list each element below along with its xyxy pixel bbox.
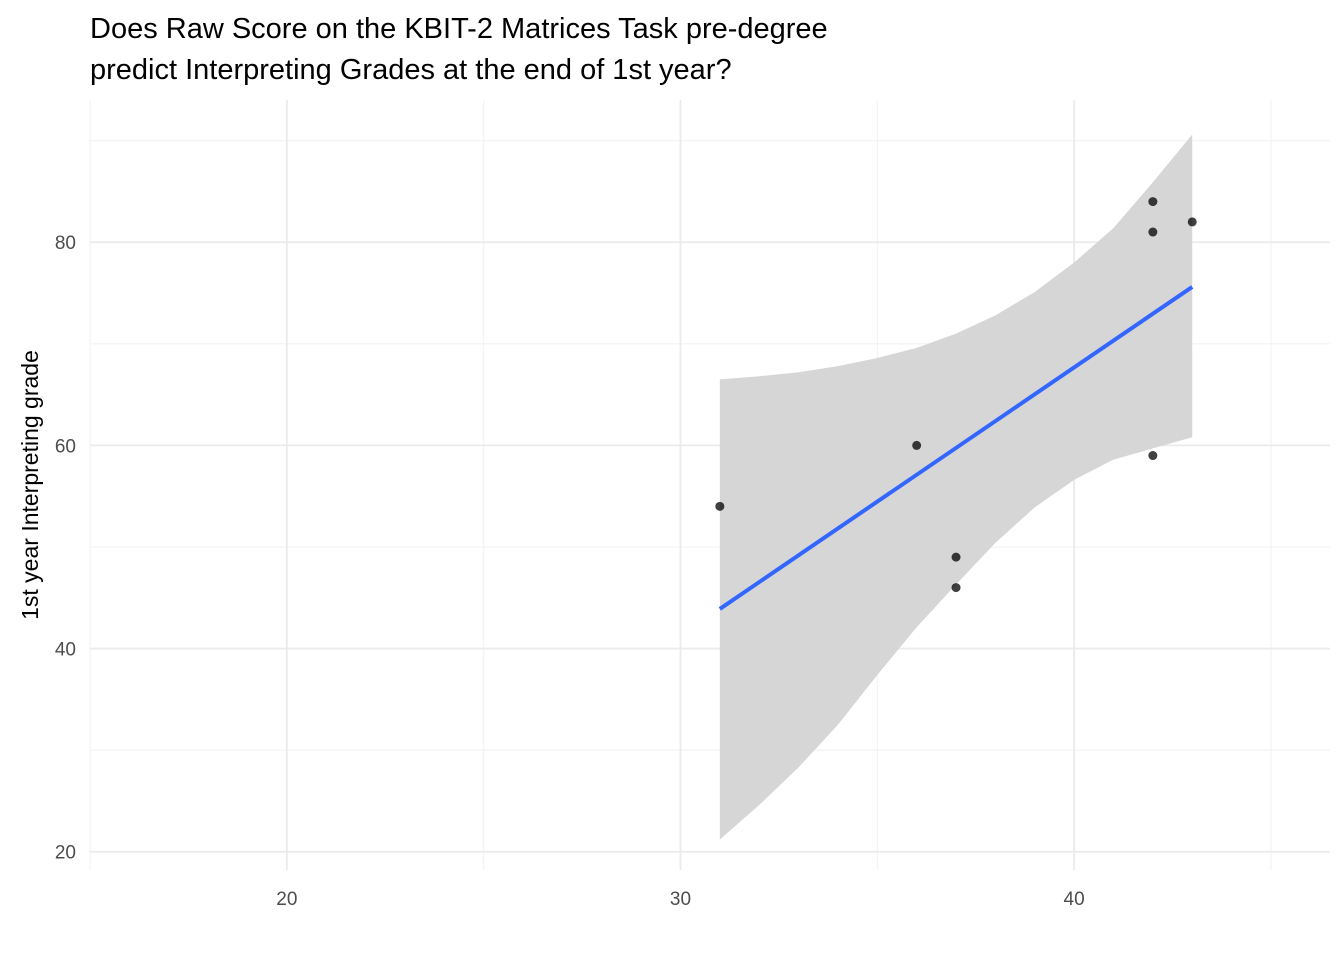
y-axis-label: 1st year Interpreting grade [17, 350, 43, 620]
data-point [1148, 451, 1157, 460]
y-tick-label: 40 [55, 640, 76, 661]
confidence-band [720, 135, 1192, 840]
data-point [715, 502, 724, 511]
data-point [1188, 217, 1197, 226]
data-point [952, 553, 961, 562]
data-point [1148, 228, 1157, 237]
data-point [952, 583, 961, 592]
y-tick-label: 20 [55, 843, 76, 864]
data-point [912, 441, 921, 450]
y-tick-label: 60 [55, 436, 76, 457]
x-tick-label: 30 [670, 889, 691, 910]
data-point [1148, 197, 1157, 206]
x-tick-label: 20 [276, 889, 297, 910]
x-tick-label: 40 [1064, 889, 1085, 910]
y-tick-label: 80 [55, 233, 76, 254]
